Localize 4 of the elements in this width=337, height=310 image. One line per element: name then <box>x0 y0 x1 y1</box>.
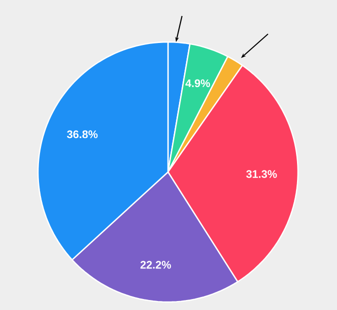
data-label: 36.8% <box>66 130 98 138</box>
data-label: 22.2% <box>140 260 171 269</box>
data-label: 31.3% <box>246 170 277 178</box>
data-label: 4.9% <box>185 79 210 88</box>
